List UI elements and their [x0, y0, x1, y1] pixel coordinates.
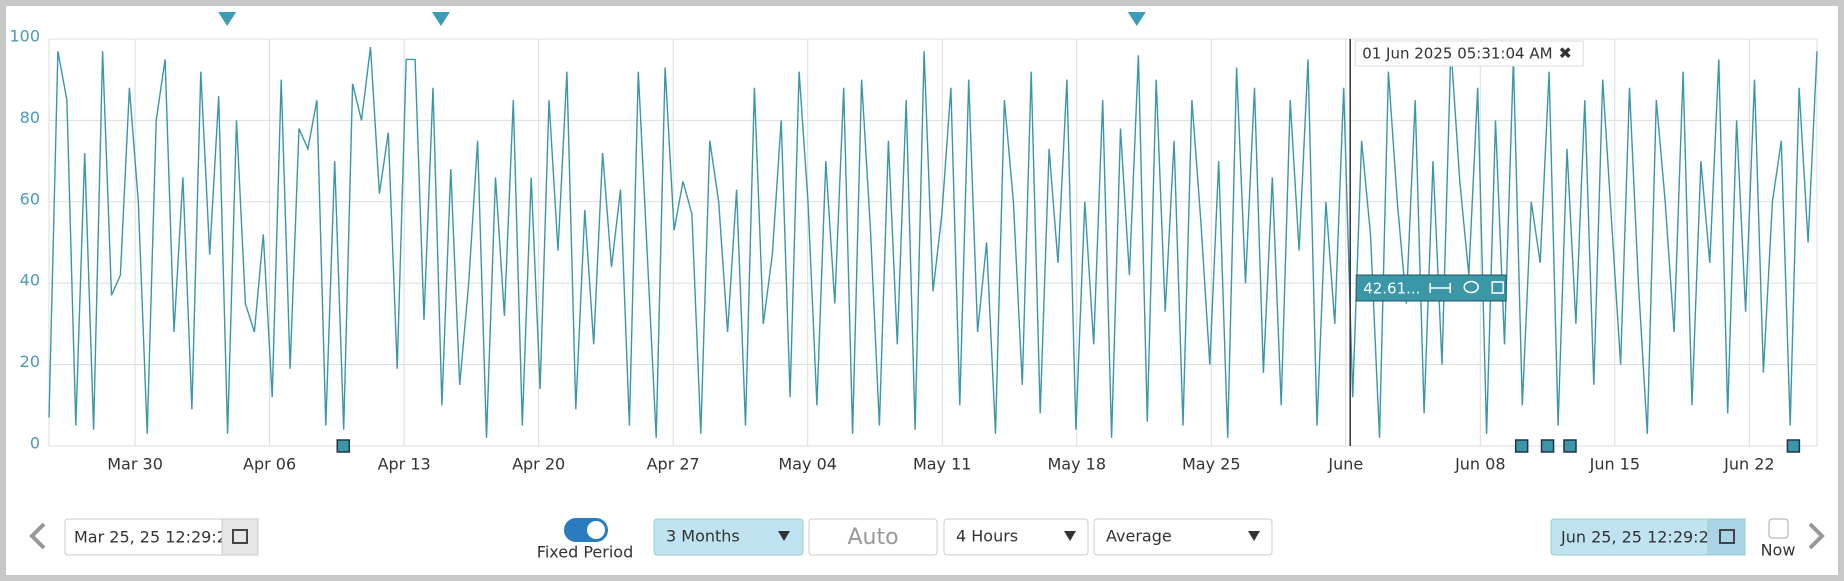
next-button[interactable]	[1808, 522, 1825, 550]
event-marker	[336, 439, 351, 453]
x-tick-label: Jun 22	[1723, 455, 1774, 474]
comment-icon	[1463, 280, 1479, 294]
period-select[interactable]	[653, 518, 804, 556]
resolution[interactable]: 4 Hours	[956, 527, 1018, 546]
start-date[interactable]: Mar 25, 25 12:29:26	[74, 528, 237, 547]
calendar-icon	[232, 529, 248, 544]
cursor-value: 42.61...	[1363, 280, 1420, 298]
event-marker	[1563, 439, 1577, 453]
fixed-period-label: Fixed Period	[537, 543, 633, 562]
interval[interactable]: Auto	[847, 525, 898, 550]
y-tick-label: 60	[20, 189, 40, 208]
y-tick-label: 80	[20, 108, 40, 127]
x-tick-label: May 18	[1047, 455, 1106, 474]
resolution-select[interactable]	[943, 518, 1089, 556]
dropdown-arrow	[1064, 531, 1076, 541]
x-tick-label: May 04	[778, 455, 837, 474]
cursor-date: 01 Jun 2025 05:31:04 AM	[1362, 45, 1552, 63]
cursor-tooltip	[1354, 40, 1584, 67]
value-box-icons	[1429, 281, 1504, 294]
calendar-icon	[1719, 529, 1735, 544]
event-marker	[1786, 439, 1801, 453]
now-checkbox[interactable]	[1768, 518, 1789, 539]
y-tick-label: 40	[20, 271, 40, 290]
toggle-knob	[587, 521, 605, 539]
x-tick-label: Jun 08	[1454, 455, 1505, 474]
close-icon: ✖	[1558, 44, 1571, 63]
x-tick-label: Jun 15	[1589, 455, 1640, 474]
aggregate[interactable]: Average	[1106, 527, 1172, 546]
end-date[interactable]: Jun 25, 25 12:29:26	[1560, 528, 1719, 547]
x-tick-label: June	[1327, 455, 1363, 474]
event-marker	[218, 12, 237, 26]
event-marker	[1540, 439, 1555, 453]
x-tick-label: May 25	[1182, 455, 1241, 474]
prev-button[interactable]	[29, 522, 46, 550]
aggregate-select[interactable]	[1093, 518, 1273, 556]
x-tick-label: May 11	[913, 455, 972, 474]
period[interactable]: 3 Months	[666, 527, 740, 546]
x-tick-label: Apr 20	[512, 455, 565, 474]
dropdown-arrow	[1248, 531, 1260, 541]
calendar-button[interactable]	[221, 518, 259, 556]
event-marker	[1514, 439, 1529, 453]
calendar-button[interactable]	[1707, 518, 1746, 556]
plot: 0 20 40 60 80 100 Mar 30 Apr 06 Apr 13 Apr 20 Apr …	[9, 12, 1818, 474]
dropdown-arrow	[778, 531, 790, 541]
event-marker	[431, 12, 450, 26]
x-tick-label: Apr 13	[378, 455, 431, 474]
plot-area	[48, 38, 1818, 447]
value-box	[1355, 274, 1507, 302]
y-tick-label: 20	[20, 352, 40, 371]
series-line	[48, 47, 1818, 438]
y-tick-label: 0	[30, 434, 40, 453]
event-marker	[1127, 12, 1146, 26]
x-tick-label: Apr 06	[243, 455, 296, 474]
now-label: Now	[1761, 541, 1796, 560]
x-tick-label: Apr 27	[647, 455, 700, 474]
x-tick-label: Mar 30	[107, 455, 163, 474]
interval-box[interactable]	[808, 518, 938, 556]
y-tick-label: 100	[9, 27, 40, 46]
